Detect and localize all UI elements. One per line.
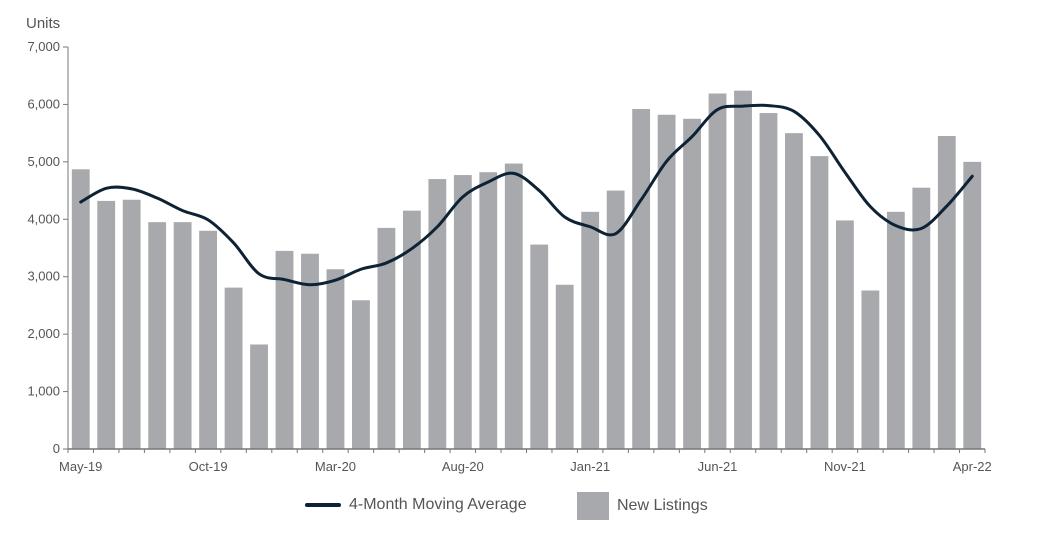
y-tick-label: 3,000 xyxy=(27,269,60,284)
y-tick-label: 6,000 xyxy=(27,96,60,111)
y-tick-label: 2,000 xyxy=(27,326,60,341)
bar xyxy=(504,163,523,449)
bar xyxy=(708,93,727,449)
bar xyxy=(657,114,676,449)
bar xyxy=(759,113,778,450)
x-tick-label: Apr-22 xyxy=(953,459,992,474)
bar xyxy=(632,109,651,449)
bar xyxy=(97,200,116,449)
x-axis: May-19 Oct-19 Mar-20 Aug-20 Jan-21 Jun-21 Nov-… xyxy=(59,448,992,474)
bar xyxy=(428,179,447,450)
x-tick-label: Oct-19 xyxy=(189,459,228,474)
legend-item-new-listings: New Listings xyxy=(577,492,708,520)
bar xyxy=(71,169,90,449)
bar xyxy=(810,156,829,449)
y-tick-label: 4,000 xyxy=(27,211,60,226)
y-tick-label: 1,000 xyxy=(27,384,60,399)
bar xyxy=(530,244,549,449)
bar xyxy=(326,269,345,449)
legend-label-moving-average: 4-Month Moving Average xyxy=(349,496,527,513)
y-tick-label: 0 xyxy=(53,441,60,456)
chart: Units 0 1,000 2,000 3,000 4,000 5,000 6,000 7,0… xyxy=(26,15,992,474)
y-axis-label: Units xyxy=(26,15,60,32)
bar xyxy=(581,211,600,449)
bar xyxy=(555,284,574,449)
bar xyxy=(835,220,854,449)
bar xyxy=(352,300,370,449)
legend: 4-Month Moving Average New Listings xyxy=(0,492,1051,522)
moving-average-line xyxy=(79,103,974,287)
x-tick-label: Jun-21 xyxy=(698,459,738,474)
y-tick-label: 7,000 xyxy=(27,39,60,54)
bar xyxy=(199,230,218,449)
bar xyxy=(148,222,167,449)
bar xyxy=(683,118,701,450)
bar xyxy=(224,287,243,449)
bar xyxy=(250,344,268,449)
bar xyxy=(886,211,905,449)
x-tick-label: Mar-20 xyxy=(315,459,356,474)
x-tick-label: Nov-21 xyxy=(824,459,866,474)
bar xyxy=(301,253,319,449)
bar xyxy=(734,90,752,449)
bar xyxy=(861,290,880,449)
legend-label-new-listings: New Listings xyxy=(617,497,708,514)
y-tick-label: 5,000 xyxy=(27,154,60,169)
legend-item-moving-average: 4-Month Moving Average xyxy=(305,496,527,514)
bar xyxy=(377,227,396,449)
x-tick-label: May-19 xyxy=(59,459,102,474)
bar xyxy=(785,133,803,449)
bar xyxy=(912,187,931,449)
x-tick-label: Aug-20 xyxy=(442,459,484,474)
bar xyxy=(606,190,625,450)
bar xyxy=(963,161,982,449)
bar xyxy=(173,222,192,449)
legend-line-swatch xyxy=(305,503,341,507)
moving-average-line-group xyxy=(79,103,974,287)
legend-bar-swatch xyxy=(577,492,609,520)
bar xyxy=(937,136,956,449)
bar xyxy=(122,199,141,449)
bars xyxy=(71,90,982,450)
y-axis: 0 1,000 2,000 3,000 4,000 5,000 6,000 7,000 xyxy=(27,39,69,456)
bar xyxy=(479,172,498,450)
bar xyxy=(275,250,294,449)
bar xyxy=(453,175,472,449)
bar xyxy=(402,210,421,449)
x-tick-label: Jan-21 xyxy=(570,459,610,474)
